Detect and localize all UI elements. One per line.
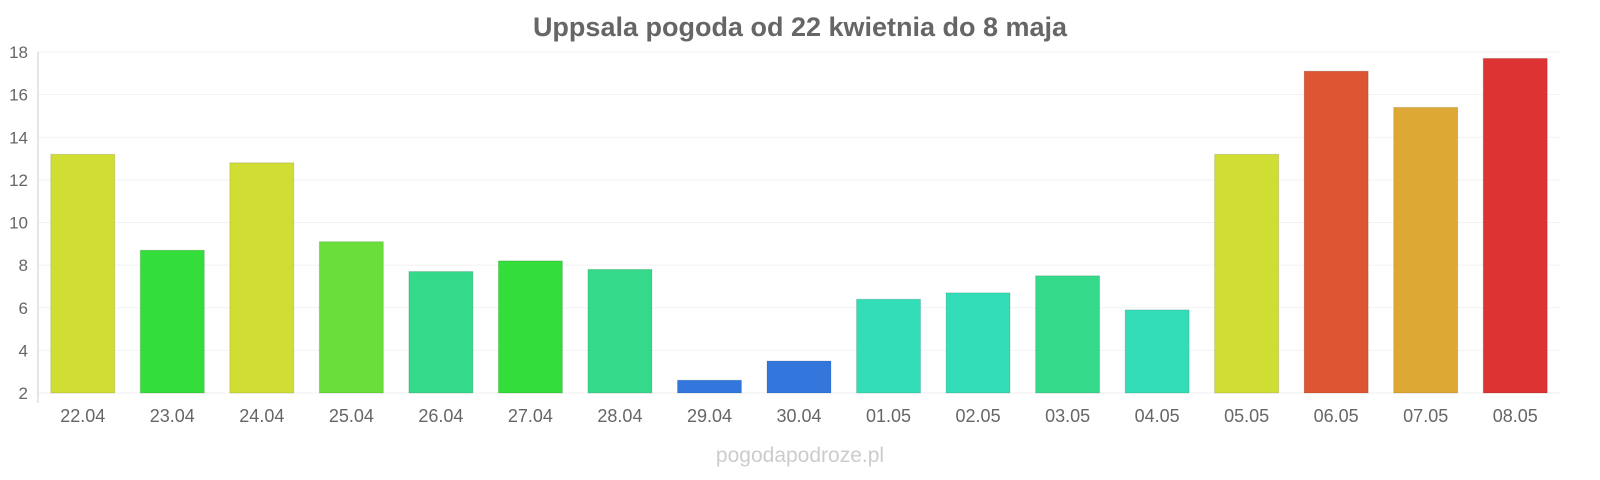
x-tick-label: 24.04 bbox=[239, 406, 284, 426]
chart-title: Uppsala pogoda od 22 kwietnia do 8 maja bbox=[533, 12, 1068, 42]
x-tick-label: 05.05 bbox=[1224, 406, 1269, 426]
y-tick-label: 18 bbox=[9, 43, 28, 62]
x-tick-label: 03.05 bbox=[1045, 406, 1090, 426]
y-tick-label: 12 bbox=[9, 171, 28, 190]
y-tick-label: 6 bbox=[19, 299, 28, 318]
x-tick-label: 07.05 bbox=[1403, 406, 1448, 426]
bar-05.05 bbox=[1214, 153, 1280, 394]
bar-22.04 bbox=[50, 153, 116, 394]
x-tick-label: 08.05 bbox=[1493, 406, 1538, 426]
bar-04.05 bbox=[1124, 309, 1190, 394]
x-tick-label: 28.04 bbox=[597, 406, 642, 426]
y-tick-label: 16 bbox=[9, 86, 28, 105]
bar-28.04 bbox=[587, 268, 653, 394]
y-tick-label: 8 bbox=[19, 256, 28, 275]
bar-25.04 bbox=[318, 241, 384, 394]
bar-06.05 bbox=[1303, 70, 1369, 394]
x-tick-label: 27.04 bbox=[508, 406, 553, 426]
y-tick-label: 4 bbox=[19, 341, 28, 360]
bar-01.05 bbox=[856, 298, 922, 394]
bar-26.04 bbox=[408, 271, 474, 394]
y-tick-label: 10 bbox=[9, 214, 28, 233]
bar-03.05 bbox=[1035, 275, 1101, 394]
bar-27.04 bbox=[497, 260, 563, 394]
x-tick-label: 04.05 bbox=[1135, 406, 1180, 426]
x-tick-label: 06.05 bbox=[1314, 406, 1359, 426]
y-tick-label: 2 bbox=[19, 384, 28, 403]
y-tick-label: 14 bbox=[9, 128, 28, 147]
x-tick-label: 25.04 bbox=[329, 406, 374, 426]
x-tick-label: 26.04 bbox=[418, 406, 463, 426]
x-tick-label: 02.05 bbox=[956, 406, 1001, 426]
bar-02.05 bbox=[945, 292, 1011, 394]
x-tick-label: 30.04 bbox=[776, 406, 821, 426]
bar-29.04 bbox=[676, 379, 742, 394]
x-tick-label: 23.04 bbox=[150, 406, 195, 426]
bar-24.04 bbox=[229, 162, 295, 394]
x-tick-label: 22.04 bbox=[60, 406, 105, 426]
x-tick-label: 01.05 bbox=[866, 406, 911, 426]
footer-watermark: pogodapodroze.pl bbox=[716, 444, 884, 467]
bar-08.05 bbox=[1482, 57, 1548, 394]
x-tick-label: 29.04 bbox=[687, 406, 732, 426]
bar-23.04 bbox=[139, 249, 205, 394]
bar-07.05 bbox=[1393, 106, 1459, 394]
bar-30.04 bbox=[766, 360, 832, 394]
